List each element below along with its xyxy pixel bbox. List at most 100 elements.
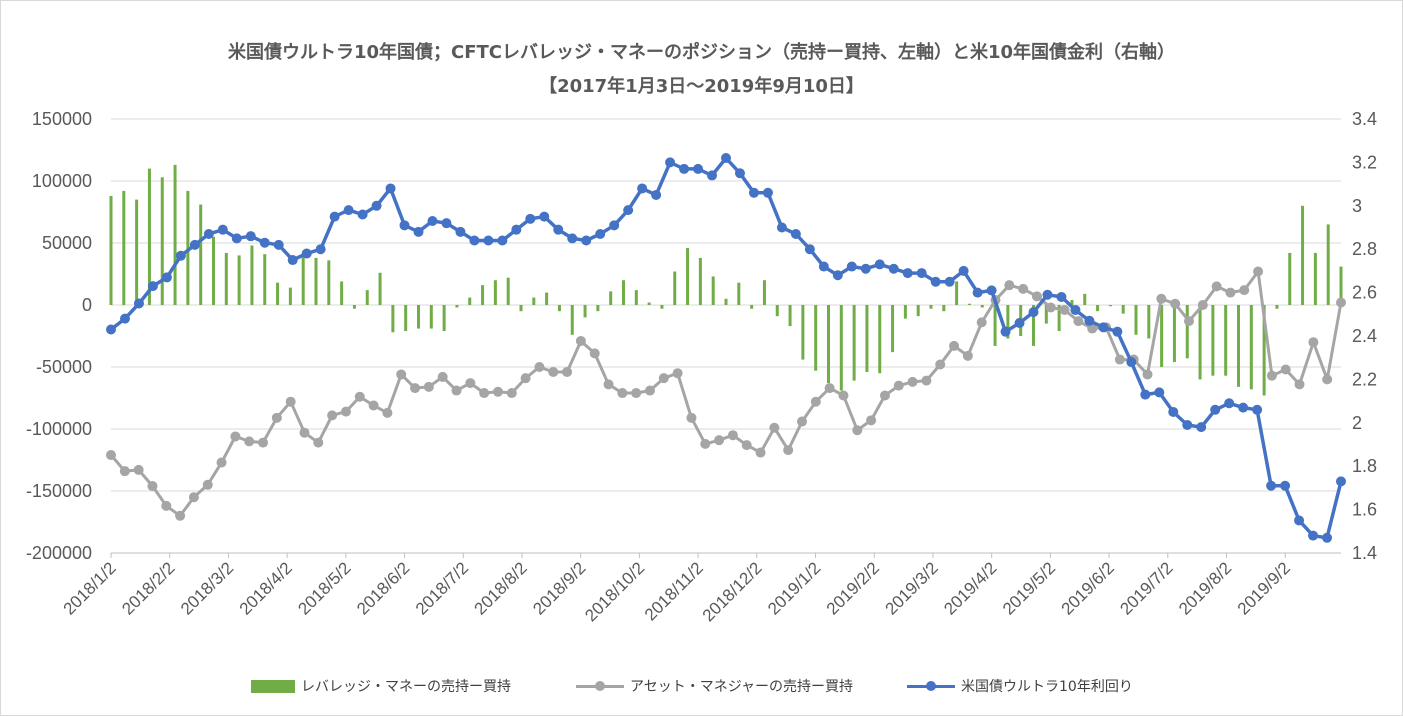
data-point bbox=[175, 250, 186, 261]
data-point bbox=[340, 406, 351, 417]
right-axis-tick-label: 2.4 bbox=[1352, 326, 1377, 346]
bar bbox=[1326, 224, 1330, 305]
data-point bbox=[1211, 281, 1222, 292]
legend-item-asset: アセット・マネジャーの売持ー買持 bbox=[576, 674, 853, 698]
bar bbox=[1262, 305, 1266, 396]
bar bbox=[455, 305, 459, 308]
data-point bbox=[672, 368, 683, 379]
bar bbox=[186, 190, 190, 305]
data-point bbox=[271, 412, 282, 423]
bar bbox=[647, 302, 651, 305]
data-point bbox=[734, 168, 745, 179]
x-axis-tick-label: 2018/6/2 bbox=[353, 558, 413, 618]
data-point bbox=[202, 479, 213, 490]
bar bbox=[967, 303, 971, 305]
data-point bbox=[1183, 316, 1194, 327]
bar bbox=[1044, 305, 1048, 324]
right-axis-tick-label: 2.6 bbox=[1352, 283, 1377, 303]
data-point bbox=[617, 388, 628, 399]
bar bbox=[903, 305, 907, 319]
bar bbox=[1006, 305, 1010, 339]
data-point bbox=[147, 281, 158, 292]
bar bbox=[288, 287, 292, 305]
x-axis-tick-label: 2019/2/2 bbox=[823, 558, 883, 618]
data-point bbox=[203, 229, 214, 240]
bar bbox=[673, 271, 677, 305]
data-point bbox=[539, 211, 550, 222]
data-point bbox=[189, 239, 200, 250]
data-point bbox=[866, 415, 877, 426]
data-point bbox=[1238, 402, 1249, 413]
x-axis-tick-label: 2018/4/2 bbox=[236, 558, 296, 618]
bar bbox=[429, 305, 433, 329]
bar bbox=[1313, 252, 1317, 305]
data-point bbox=[1070, 304, 1081, 315]
data-point bbox=[631, 388, 642, 399]
x-axis-tick-label: 2018/11/2 bbox=[641, 558, 707, 624]
left-axis-tick-label: 0 bbox=[82, 295, 92, 315]
data-point bbox=[874, 259, 885, 270]
data-point bbox=[479, 388, 490, 399]
data-point bbox=[1280, 480, 1291, 491]
x-axis-tick-label: 2019/8/2 bbox=[1175, 558, 1235, 618]
data-point bbox=[581, 235, 592, 246]
bar bbox=[1134, 305, 1138, 335]
bar bbox=[1237, 305, 1240, 387]
data-point bbox=[1098, 322, 1109, 333]
bar bbox=[1211, 305, 1215, 376]
bar bbox=[122, 190, 126, 305]
data-point bbox=[1266, 480, 1277, 491]
bar bbox=[660, 305, 664, 309]
data-point bbox=[368, 400, 379, 411]
bar bbox=[686, 247, 690, 305]
data-point bbox=[693, 163, 704, 174]
data-point bbox=[949, 340, 960, 351]
data-point bbox=[1004, 280, 1015, 291]
legend-label-yield: 米国債ウルトラ10年利回り bbox=[961, 679, 1133, 695]
left-axis-tick-label: -100000 bbox=[26, 419, 92, 439]
data-point bbox=[1294, 379, 1305, 390]
data-point bbox=[327, 410, 338, 421]
data-point bbox=[686, 412, 697, 423]
line-series-asset bbox=[106, 266, 1346, 521]
data-point bbox=[902, 268, 913, 279]
data-point bbox=[1252, 404, 1263, 415]
bar bbox=[737, 282, 741, 305]
data-point bbox=[1084, 315, 1095, 326]
data-point bbox=[525, 213, 536, 224]
data-point bbox=[1294, 515, 1305, 526]
bar bbox=[545, 292, 549, 305]
data-point bbox=[175, 510, 186, 521]
data-point bbox=[707, 170, 718, 181]
data-point bbox=[700, 438, 711, 449]
data-point bbox=[1142, 369, 1153, 380]
data-point bbox=[755, 447, 766, 458]
data-point bbox=[1087, 323, 1098, 334]
data-point bbox=[907, 376, 918, 387]
left-axis-tick-label: 100000 bbox=[32, 171, 92, 191]
data-point bbox=[944, 276, 955, 287]
data-point bbox=[285, 396, 296, 407]
data-point bbox=[382, 407, 393, 418]
data-point bbox=[879, 390, 890, 401]
bar bbox=[839, 305, 843, 391]
chart-subtitle: 【2017年1月3日～2019年9月10日】 bbox=[539, 76, 864, 97]
data-point bbox=[1114, 354, 1125, 365]
data-point bbox=[762, 187, 773, 198]
bar bbox=[1070, 300, 1074, 305]
bar bbox=[557, 305, 561, 312]
data-point bbox=[1031, 291, 1042, 302]
data-point bbox=[119, 466, 130, 477]
right-axis-tick-label: 2.8 bbox=[1352, 239, 1377, 259]
bar bbox=[1083, 293, 1087, 305]
bar bbox=[301, 256, 305, 305]
data-point bbox=[1112, 326, 1123, 337]
data-point bbox=[804, 244, 815, 255]
legend-swatch-asset bbox=[576, 680, 624, 693]
bar bbox=[224, 252, 228, 305]
bar bbox=[199, 204, 203, 305]
x-axis-tick-label: 2019/3/2 bbox=[882, 558, 942, 618]
data-point bbox=[188, 492, 199, 503]
data-point bbox=[133, 298, 144, 309]
data-point bbox=[231, 233, 242, 244]
